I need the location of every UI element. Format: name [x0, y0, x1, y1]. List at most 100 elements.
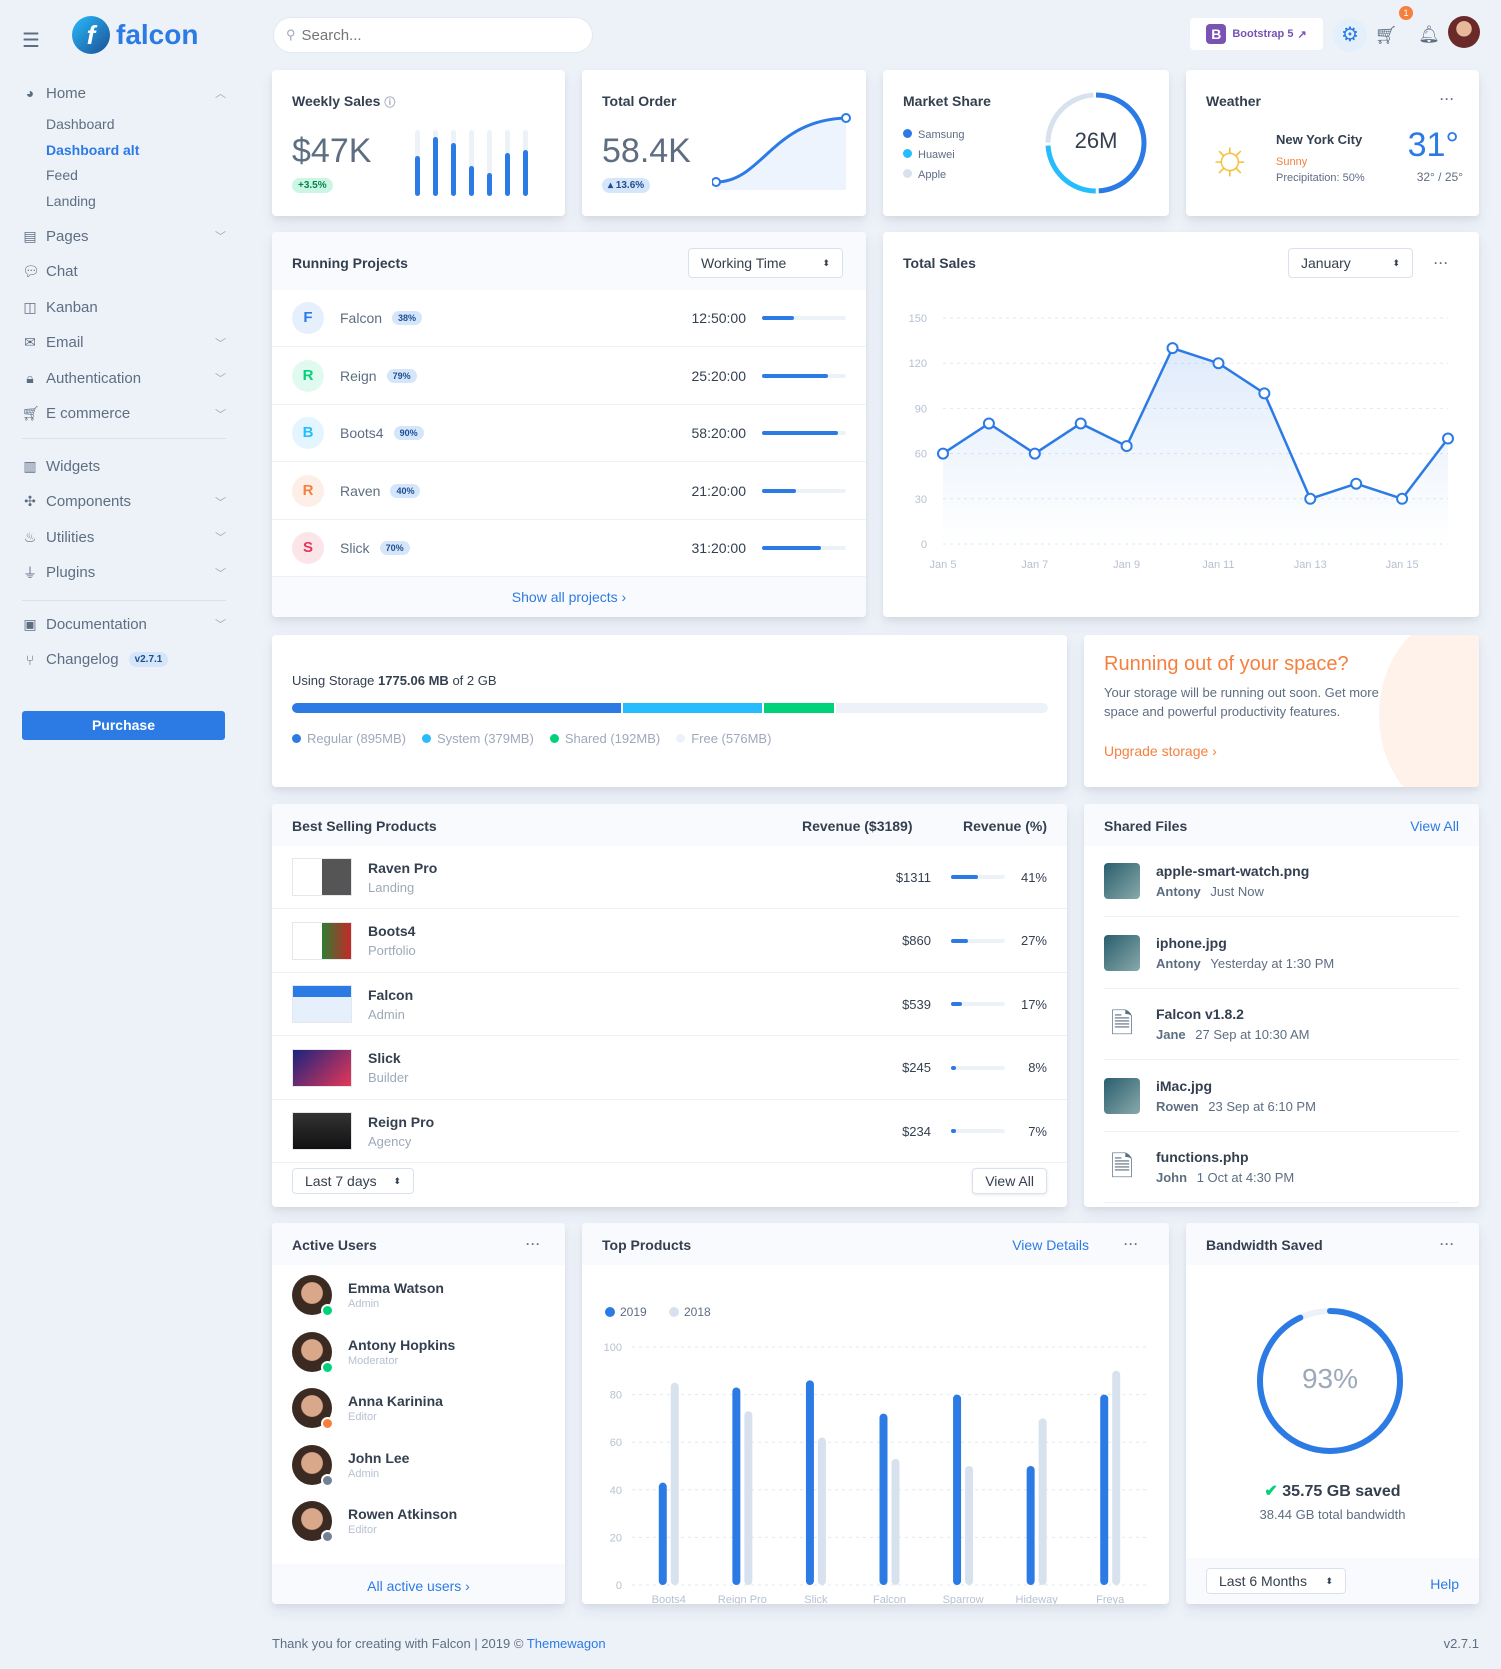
- brand-logo[interactable]: f falcon: [72, 16, 198, 54]
- more-options-icon[interactable]: ···: [526, 1237, 541, 1251]
- x-tick-label: Freya: [1096, 1594, 1125, 1604]
- project-row[interactable]: R Raven 40% 21:20:00: [272, 463, 866, 520]
- purchase-button[interactable]: Purchase: [22, 711, 225, 740]
- view-all-button[interactable]: View All: [972, 1168, 1047, 1194]
- sidebar-item-widgets[interactable]: ▥ Widgets: [22, 453, 226, 479]
- book-icon: ▣: [23, 615, 37, 632]
- bandwidth-period-select[interactable]: Last 6 Months ⬍: [1206, 1568, 1346, 1594]
- sidebar-item-home[interactable]: ◕ Home ︿: [22, 80, 226, 106]
- card-title: Weather: [1206, 93, 1261, 109]
- sidebar-item-plugins[interactable]: ⏚ Plugins ﹀: [22, 560, 226, 586]
- project-row[interactable]: F Falcon 38% 12:50:00: [272, 290, 866, 347]
- sidebar-subitem-dashboard[interactable]: Dashboard: [46, 116, 115, 132]
- user-row[interactable]: Anna Karinina Editor: [292, 1388, 443, 1430]
- project-row[interactable]: R Reign 79% 25:20:00: [272, 348, 866, 405]
- search-input[interactable]: [301, 26, 562, 44]
- view-all-files-link[interactable]: View All: [1410, 818, 1459, 834]
- column-header: Revenue ($3189): [802, 818, 913, 834]
- user-name[interactable]: Rowen Atkinson: [348, 1506, 458, 1522]
- product-name[interactable]: Raven Pro: [368, 859, 438, 876]
- all-active-users-link[interactable]: All active users ›: [367, 1578, 470, 1594]
- project-percent-badge: 40%: [390, 483, 421, 498]
- more-options-icon[interactable]: ···: [1434, 256, 1449, 270]
- settings-gear-icon[interactable]: ⚙: [1333, 18, 1367, 52]
- legend-dot: [292, 734, 301, 743]
- chevron-down-icon: ﹀: [215, 496, 226, 509]
- bar-boots4-2018: [670, 1382, 679, 1585]
- file-name[interactable]: iMac.jpg: [1156, 1077, 1213, 1094]
- sidebar-item-e-commerce[interactable]: 🛒︎ E commerce ﹀: [22, 401, 226, 427]
- product-name[interactable]: Falcon: [368, 986, 414, 1003]
- themewagon-link[interactable]: Themewagon: [526, 1636, 606, 1651]
- user-name[interactable]: Anna Karinina: [348, 1393, 443, 1409]
- data-point-jan-8: [1074, 417, 1087, 430]
- sidebar-item-kanban[interactable]: ◫ Kanban: [22, 294, 226, 320]
- project-row[interactable]: S Slick 70% 31:20:00: [272, 520, 866, 577]
- sidebar-subitem-landing[interactable]: Landing: [46, 192, 96, 209]
- sidebar-subitem-feed[interactable]: Feed: [46, 167, 78, 183]
- period-select[interactable]: Last 7 days ⬍: [292, 1168, 414, 1194]
- help-icon[interactable]: ⓘ: [384, 97, 396, 109]
- more-options-icon[interactable]: ···: [1124, 1237, 1139, 1251]
- user-name[interactable]: Antony Hopkins: [348, 1336, 456, 1353]
- data-point-jan-7: [1028, 447, 1041, 460]
- sidebar-item-changelog[interactable]: ⑂ Changelog v2.7.1: [22, 647, 226, 673]
- upgrade-storage-link[interactable]: Upgrade storage ›: [1104, 743, 1217, 759]
- view-details-link[interactable]: View Details: [1012, 1237, 1089, 1253]
- sidebar-item-utilities[interactable]: ♨ Utilities ﹀: [22, 524, 226, 550]
- user-row[interactable]: Antony Hopkins Moderator: [292, 1331, 456, 1374]
- user-row[interactable]: Rowen Atkinson Editor: [292, 1501, 458, 1543]
- legend-dot: [669, 1307, 679, 1317]
- user-name[interactable]: Emma Watson: [348, 1280, 444, 1296]
- file-row[interactable]: iphone.jpg Antony Yesterday at 1:30 PM: [1104, 918, 1459, 989]
- more-options-icon[interactable]: ···: [1440, 1237, 1455, 1251]
- user-row[interactable]: John Lee Admin: [292, 1444, 410, 1487]
- search-box[interactable]: ⚲: [273, 17, 593, 53]
- file-name[interactable]: Falcon v1.8.2: [1156, 1006, 1244, 1022]
- project-percent-badge: 79%: [386, 368, 417, 383]
- product-row[interactable]: Slick Builder $245 8%: [272, 1037, 1067, 1100]
- product-row[interactable]: Falcon Admin $539 17%: [272, 973, 1067, 1036]
- sidebar-item-authentication[interactable]: 🔒︎ Authentication ﹀: [22, 365, 226, 391]
- sidebar-item-documentation[interactable]: ▣ Documentation ﹀: [22, 611, 226, 637]
- file-row[interactable]: 🗎︎ functions.php John 1 Oct at 4:30 PM: [1104, 1132, 1459, 1203]
- project-time: 58:20:00: [691, 425, 747, 441]
- file-name[interactable]: apple-smart-watch.png: [1156, 863, 1310, 879]
- file-name[interactable]: functions.php: [1156, 1149, 1249, 1165]
- product-row[interactable]: Reign Pro Agency $234 7%: [272, 1100, 1067, 1163]
- sidebar-item-email[interactable]: ✉ Email ﹀: [22, 330, 226, 356]
- project-row[interactable]: B Boots4 90% 58:20:00: [272, 405, 866, 462]
- bootstrap-button[interactable]: B Bootstrap 5 ↗: [1190, 18, 1323, 50]
- menu-toggle-icon[interactable]: ☰: [22, 30, 40, 52]
- user-role: Moderator: [348, 1354, 399, 1367]
- file-row[interactable]: iMac.jpg Rowen 23 Sep at 6:10 PM: [1104, 1061, 1459, 1132]
- help-link[interactable]: Help: [1430, 1576, 1459, 1592]
- file-row[interactable]: 🗎︎ Falcon v1.8.2 Jane 27 Sep at 10:30 AM: [1104, 989, 1459, 1060]
- sidebar-item-label: Chat: [46, 263, 78, 280]
- sidebar-item-pages[interactable]: ▤ Pages ﹀: [22, 223, 226, 249]
- sidebar-item-components[interactable]: ✣ Components ﹀: [22, 489, 226, 515]
- product-name[interactable]: Reign Pro: [368, 1113, 435, 1130]
- product-name[interactable]: Slick: [368, 1050, 401, 1066]
- storage-usage-text: Using Storage 1775.06 MB of 2 GB: [292, 673, 497, 688]
- cart-icon[interactable]: 🛒︎: [1374, 25, 1398, 45]
- sidebar-subitem-dashboard-alt[interactable]: Dashboard alt: [46, 141, 140, 158]
- sidebar-item-chat[interactable]: 💬︎ Chat: [22, 259, 226, 285]
- user-row[interactable]: Emma Watson Admin: [292, 1275, 444, 1317]
- legend-item: Samsung: [903, 125, 964, 145]
- product-revenue: $1311: [895, 869, 931, 885]
- user-name[interactable]: John Lee: [348, 1449, 410, 1466]
- month-select[interactable]: January ⬍: [1288, 248, 1413, 278]
- user-avatar[interactable]: [1448, 16, 1480, 48]
- product-name[interactable]: Boots4: [368, 923, 416, 939]
- product-row[interactable]: Boots4 Portfolio $860 27%: [272, 910, 1067, 973]
- file-row[interactable]: apple-smart-watch.png Antony Just Now: [1104, 846, 1459, 917]
- more-options-icon[interactable]: ···: [1440, 92, 1455, 106]
- file-name[interactable]: iphone.jpg: [1156, 934, 1227, 951]
- notification-bell-icon[interactable]: 🔔︎: [1418, 25, 1440, 44]
- show-all-projects-link[interactable]: Show all projects ›: [511, 589, 627, 605]
- data-point-jan-11: [1212, 357, 1225, 370]
- product-row[interactable]: Raven Pro Landing $1311 41%: [272, 846, 1067, 909]
- storage-segment: [836, 703, 1048, 713]
- working-time-select[interactable]: Working Time ⬍: [688, 248, 843, 278]
